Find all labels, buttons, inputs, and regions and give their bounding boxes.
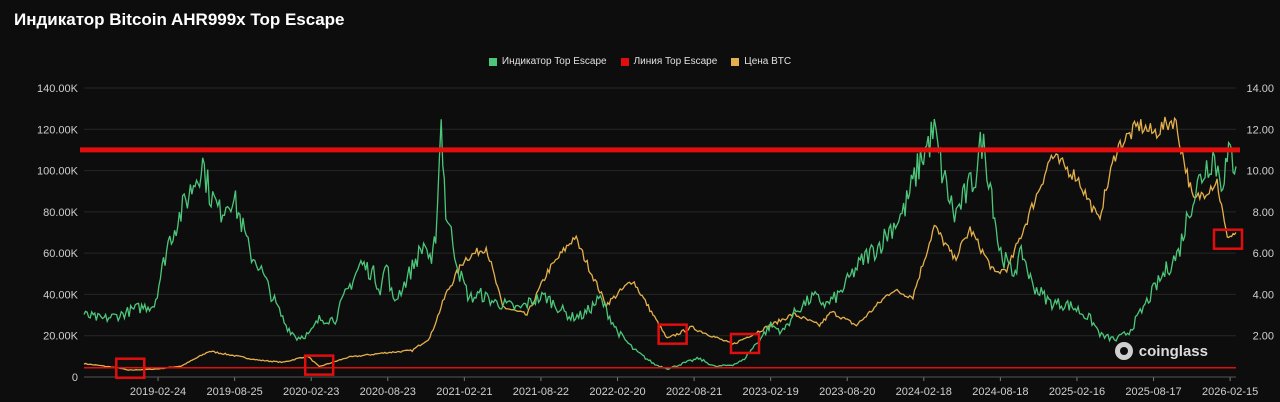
x-tick-label: 2022-08-21 (666, 386, 722, 398)
y-left-tick-label: 120.00K (37, 124, 79, 136)
series-line-top-escape-indicator[interactable] (83, 118, 1237, 371)
highlight-box (729, 332, 761, 355)
y-left-axis: 0 20.00K 40.00K 60.00K 80.00K 100.00K 120.00K 1… (37, 83, 79, 384)
highlight-box (657, 323, 688, 345)
highlight-box (1212, 228, 1244, 250)
legend-item-indicator[interactable]: Индикатор Top Escape (488, 56, 607, 67)
y-right-tick-label: 6.00 (1253, 248, 1274, 260)
y-left-tick-label: 20.00K (43, 331, 79, 343)
y-left-tick-label: 40.00K (43, 289, 79, 301)
y-right-tick-label: 10.00 (1246, 166, 1274, 178)
highlight-boxes (115, 228, 1244, 379)
grid-lines (84, 87, 1236, 337)
coinglass-watermark: coinglass (1114, 342, 1208, 360)
brand-name: coinglass (1138, 342, 1208, 360)
y-left-tick-label: 60.00K (43, 248, 79, 260)
highlight-box (303, 354, 335, 376)
x-axis: 2019-02-24 2019-08-25 2020-02-23 2020-08-23… (130, 377, 1258, 398)
legend-swatch-escape-line (620, 57, 629, 66)
x-tick-label: 2020-08-23 (360, 386, 416, 398)
x-tick-label: 2024-08-18 (972, 386, 1028, 398)
x-tick-label: 2019-08-25 (206, 386, 262, 398)
coinglass-logo-icon (1114, 342, 1133, 360)
y-left-tick-label: 140.00K (37, 83, 79, 95)
x-tick-label: 2025-02-16 (1049, 386, 1105, 398)
x-tick-label: 2023-02-19 (743, 386, 799, 398)
y-left-tick-label: 0 (72, 372, 78, 384)
y-right-tick-label: 14.00 (1246, 83, 1274, 95)
x-tick-label: 2021-02-21 (436, 386, 492, 398)
y-right-tick-label: 4.00 (1253, 289, 1274, 301)
x-tick-label: 2024-02-18 (896, 386, 952, 398)
y-right-tick-label: 8.00 (1253, 207, 1274, 219)
x-tick-label: 2023-08-20 (819, 386, 875, 398)
y-left-tick-label: 100.00K (37, 166, 79, 178)
legend-label-btc-price: Цена BTC (744, 56, 792, 67)
y-right-tick-label: 2.00 (1253, 331, 1274, 343)
x-tick-label: 2021-08-22 (513, 386, 569, 398)
chart-legend: Индикатор Top Escape Линия Top Escape Це… (0, 56, 1280, 67)
legend-swatch-btc-price (731, 57, 740, 66)
y-right-tick-label: 12.00 (1246, 124, 1274, 136)
legend-swatch-indicator (488, 57, 497, 66)
legend-label-escape-line: Линия Top Escape (633, 56, 718, 67)
series-line-btc-price[interactable] (83, 116, 1237, 371)
highlight-box (115, 357, 146, 379)
y-left-tick-label: 80.00K (43, 207, 79, 219)
y-right-axis: 2.00 4.00 6.00 8.00 10.00 12.00 14.00 (1246, 83, 1274, 343)
legend-item-btc-price[interactable]: Цена BTC (731, 56, 791, 67)
x-tick-label: 2026-02-15 (1202, 386, 1258, 398)
x-tick-label: 2020-02-23 (283, 386, 339, 398)
legend-item-escape-line[interactable]: Линия Top Escape (620, 56, 718, 67)
legend-label-indicator: Индикатор Top Escape (501, 56, 607, 67)
x-tick-label: 2019-02-24 (130, 386, 186, 398)
chart-title: Индикатор Bitcoin AHR999x Top Escape (14, 10, 345, 29)
x-tick-label: 2025-08-17 (1125, 386, 1181, 398)
x-tick-label: 2022-02-20 (589, 386, 645, 398)
